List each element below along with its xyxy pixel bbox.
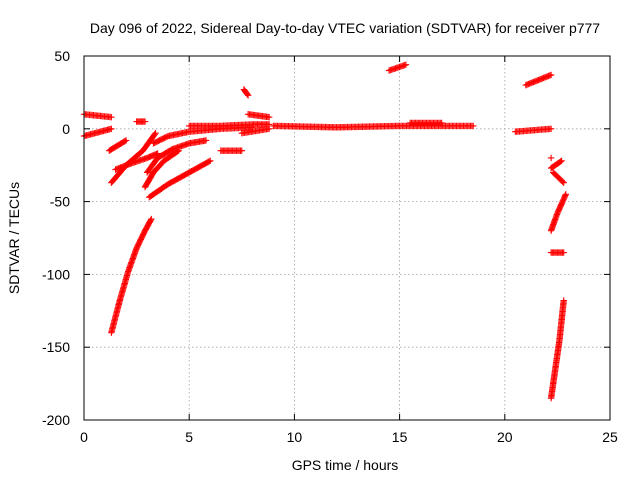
- series-arc-u: [522, 71, 555, 89]
- x-tick-label: 20: [497, 429, 513, 445]
- series-arc-y: [547, 191, 570, 234]
- series-arc-j: [146, 157, 214, 201]
- data-point: [122, 137, 130, 144]
- data-points: [80, 61, 570, 402]
- data-point: [121, 137, 129, 145]
- data-point: [152, 129, 159, 137]
- series-arc-a: [80, 111, 115, 121]
- data-point: [244, 92, 252, 99]
- data-point: [557, 158, 564, 165]
- data-point: [108, 113, 115, 121]
- y-tick-label: 0: [62, 121, 70, 137]
- data-point: [547, 71, 555, 79]
- plot-frame: [83, 55, 611, 421]
- data-point: [265, 113, 273, 121]
- x-axis: 0 5 10 15 20 25: [80, 56, 618, 445]
- x-tick-label: 25: [602, 429, 618, 445]
- y-axis: 50 0 -50 -100 -150 -200: [42, 48, 610, 428]
- data-point: [147, 217, 154, 224]
- data-point: [547, 125, 555, 132]
- data-point: [547, 154, 555, 162]
- series-arc-i: [143, 137, 210, 176]
- data-point: [470, 122, 477, 130]
- y-tick-label: -200: [42, 412, 70, 428]
- y-tick-label: -100: [42, 266, 70, 282]
- data-point: [148, 215, 155, 223]
- series-arc-t: [512, 125, 555, 135]
- series-arc-r: [385, 61, 410, 74]
- x-tick-label: 10: [287, 429, 303, 445]
- data-point: [438, 119, 445, 127]
- data-point: [207, 157, 214, 165]
- series-arc-o: [244, 111, 273, 121]
- chart-title: Day 096 of 2022, Sidereal Day-to-day VTE…: [90, 20, 600, 36]
- data-point: [265, 125, 273, 132]
- x-tick-label: 0: [80, 429, 88, 445]
- series-arc-z: [547, 249, 567, 256]
- y-axis-label: SDTVAR / TECUs: [6, 182, 22, 294]
- series-arc-h: [141, 147, 182, 191]
- data-point: [202, 137, 210, 144]
- series-arc-s: [406, 119, 445, 127]
- series-arc-w: [547, 157, 565, 172]
- series-arc-m: [217, 147, 245, 154]
- series-arc-aa: [547, 297, 567, 402]
- x-axis-label: GPS time / hours: [292, 457, 399, 473]
- data-point: [141, 118, 149, 125]
- data-point: [402, 61, 410, 68]
- data-point: [151, 131, 158, 138]
- series-arc-v: [547, 154, 555, 162]
- series-arc-x: [549, 169, 567, 186]
- y-tick-label: 50: [54, 48, 70, 64]
- data-point: [238, 147, 245, 154]
- series-arc-l: [186, 121, 273, 130]
- data-point: [244, 91, 251, 98]
- series-arc-f: [112, 150, 161, 173]
- data-point: [108, 125, 115, 132]
- x-tick-label: 5: [185, 429, 193, 445]
- x-tick-label: 15: [392, 429, 408, 445]
- data-point: [562, 192, 569, 199]
- series-arc-g: [133, 118, 149, 125]
- data-point: [560, 179, 567, 186]
- series-arc-n: [240, 86, 252, 99]
- series-arc-p: [238, 125, 273, 137]
- data-point: [558, 157, 565, 165]
- y-tick-label: -50: [50, 194, 70, 210]
- gridlines: [84, 56, 610, 420]
- data-point: [559, 178, 566, 185]
- data-point: [560, 249, 567, 256]
- y-tick-label: -150: [42, 339, 70, 355]
- series-arc-c: [106, 137, 130, 154]
- data-point: [205, 158, 213, 165]
- series-arc-e: [108, 215, 155, 336]
- data-point: [560, 297, 567, 304]
- data-point: [562, 191, 570, 198]
